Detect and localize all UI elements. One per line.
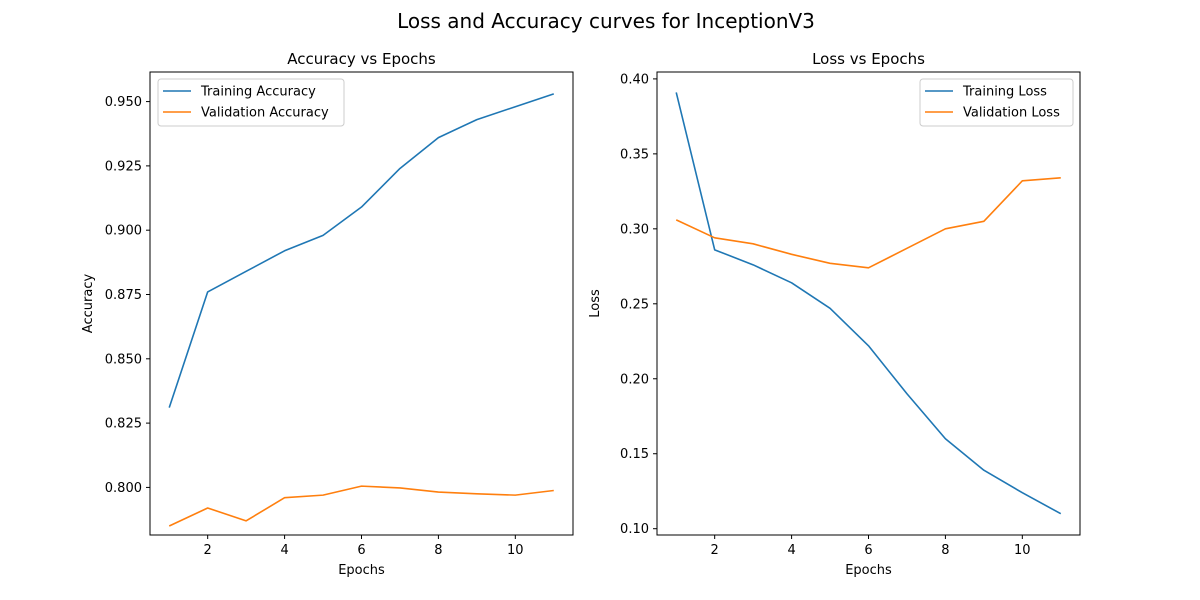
loss-chart: Loss vs Epochs 2 4 6 8 10 0.10 0.15 0.20 0.25 0.30…: [588, 50, 1081, 578]
x-tick-label: 4: [280, 543, 288, 558]
y-tick-label: 0.950: [105, 95, 142, 110]
y-tick-label: 0.20: [620, 372, 649, 387]
series-line-2: [675, 177, 1061, 269]
chart-title: Accuracy vs Epochs: [287, 50, 436, 68]
y-tick-label: 0.30: [620, 222, 649, 237]
x-tick-label: 10: [1014, 543, 1031, 558]
y-tick-label: 0.800: [105, 481, 142, 496]
y-axis-label: Accuracy: [81, 274, 96, 334]
legend-label: Validation Loss: [963, 106, 1060, 121]
series-line-1: [675, 92, 1062, 515]
plot-area: [656, 71, 1081, 536]
series-line-2: [168, 485, 554, 527]
y-tick-label: 0.15: [620, 447, 649, 462]
y-tick-label: 0.40: [620, 72, 649, 87]
x-tick-label: 6: [864, 543, 872, 558]
y-tick-label: 0.35: [620, 147, 649, 162]
chart-title: Loss vs Epochs: [812, 50, 925, 68]
y-tick-label: 0.10: [620, 522, 649, 537]
x-tick-label: 8: [941, 543, 949, 558]
x-tick-label: 2: [204, 543, 212, 558]
y-tick-label: 0.925: [105, 159, 142, 174]
plot-area: [149, 71, 574, 536]
y-tick-label: 0.25: [620, 297, 649, 312]
legend-box: [157, 78, 345, 127]
figure-title: Loss and Accuracy curves for InceptionV3: [397, 9, 815, 33]
x-tick-label: 10: [507, 543, 524, 558]
x-tick-label: 4: [787, 543, 795, 558]
x-tick-label: 8: [434, 543, 442, 558]
x-axis-label: Epochs: [338, 563, 385, 578]
y-tick-label: 0.825: [105, 417, 142, 432]
accuracy-chart: Accuracy vs Epochs 2 4 6 8 10 0.800 0.825 0.850 0…: [81, 50, 574, 578]
x-tick-label: 2: [711, 543, 719, 558]
series-line-1: [168, 93, 555, 408]
legend-label: Training Accuracy: [200, 85, 316, 100]
legend-label: Validation Accuracy: [201, 106, 329, 121]
x-axis-label: Epochs: [845, 563, 892, 578]
y-tick-label: 0.900: [105, 224, 142, 239]
y-axis-label: Loss: [588, 289, 603, 318]
legend: Training Accuracy Validation Accuracy: [157, 78, 345, 127]
legend-label: Training Loss: [962, 85, 1047, 100]
legend: Training Loss Validation Loss: [919, 78, 1074, 127]
legend-box: [919, 78, 1074, 127]
y-tick-label: 0.850: [105, 352, 142, 367]
x-tick-label: 6: [357, 543, 365, 558]
y-tick-label: 0.875: [105, 288, 142, 303]
